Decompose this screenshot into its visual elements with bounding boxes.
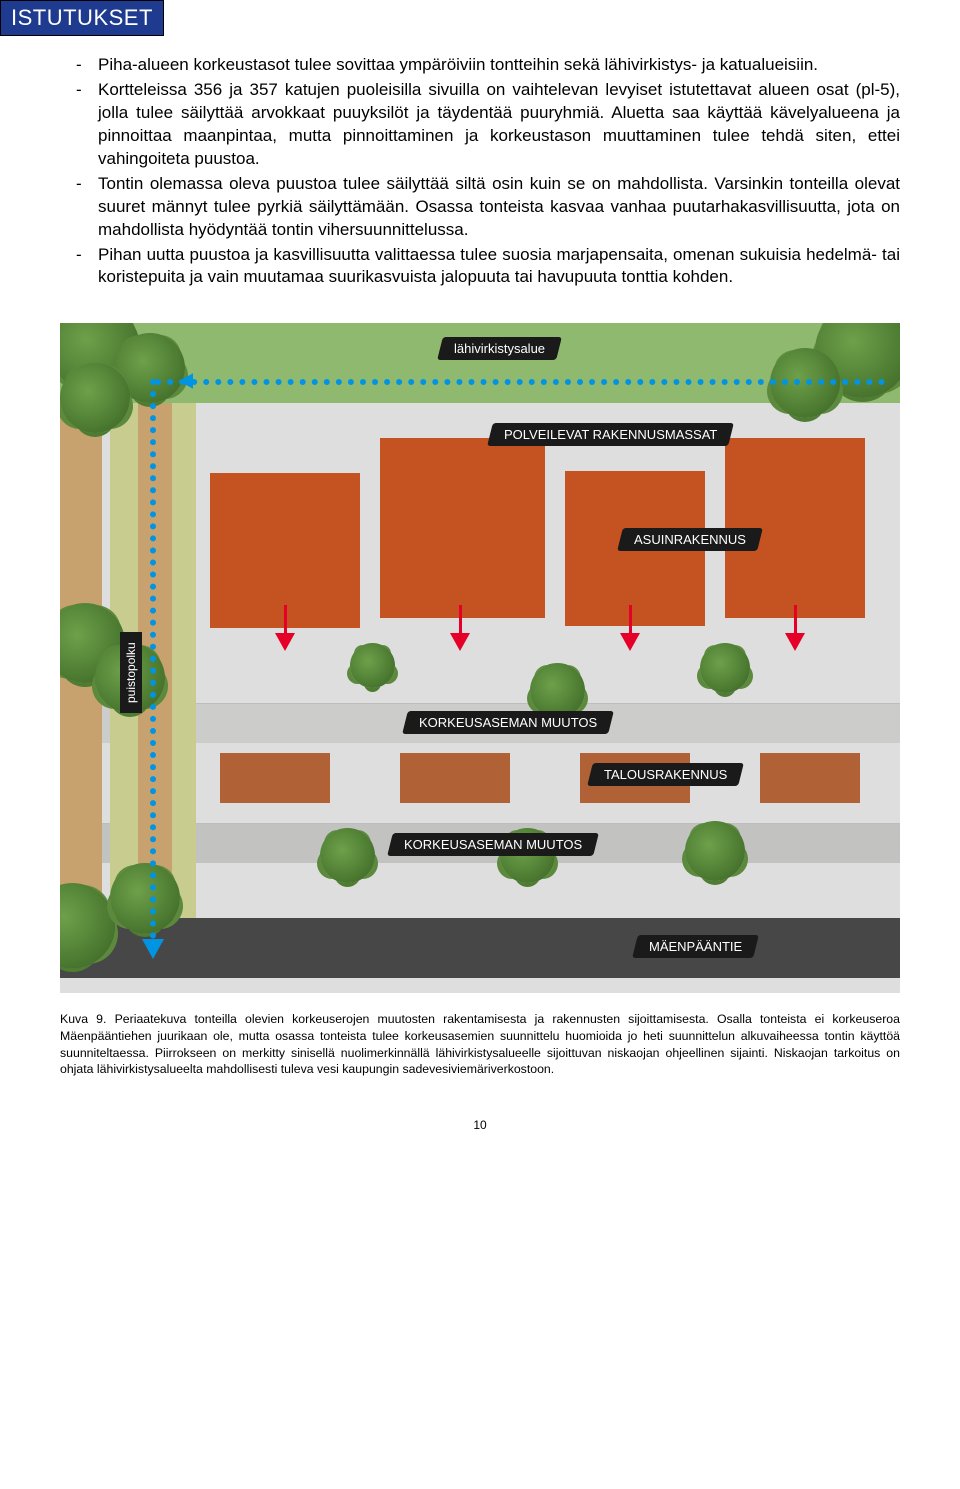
outbuilding [220, 753, 330, 803]
page-number-value: 10 [473, 1118, 486, 1132]
label-text: KORKEUSASEMAN MUUTOS [404, 837, 582, 852]
residential-building [380, 438, 545, 618]
tree-icon [350, 643, 395, 688]
label-text: POLVEILEVAT RAKENNUSMASSAT [504, 427, 717, 442]
label-text: puistopolku [124, 643, 138, 704]
caption-text: Kuva 9. Periaatekuva tonteilla olevien k… [60, 1011, 900, 1077]
label-recreation: lähivirkistysalue [437, 337, 562, 360]
label-text: lähivirkistysalue [454, 341, 545, 356]
drainage-arrow-icon [142, 939, 164, 959]
site-plan-diagram: lähivirkistysalue POLVEILEVAT RAKENNUSMA… [60, 323, 900, 993]
bullet-text: Kortteleissa 356 ja 357 katujen puoleisi… [98, 80, 900, 168]
diagram-container: lähivirkistysalue POLVEILEVAT RAKENNUSMA… [0, 301, 960, 1001]
outbuilding [760, 753, 860, 803]
label-outbuilding: TALOUSRAKENNUS [587, 763, 744, 786]
bullet-text: Tontin olemassa oleva puustoa tulee säil… [98, 174, 900, 239]
label-residential: ASUINRAKENNUS [617, 528, 763, 551]
tree-icon [685, 821, 745, 881]
section-header: ISTUTUKSET [0, 0, 164, 36]
label-massing: POLVEILEVAT RAKENNUSMASSAT [487, 423, 734, 446]
label-text: MÄENPÄÄNTIE [649, 939, 742, 954]
tree-icon [320, 828, 375, 883]
label-text: ASUINRAKENNUS [634, 532, 746, 547]
drainage-arrow-icon [179, 374, 193, 389]
label-parkpath: puistopolku [120, 633, 142, 714]
outbuilding [400, 753, 510, 803]
bullet-item: Tontin olemassa oleva puustoa tulee säil… [70, 173, 900, 242]
bullet-item: Piha-alueen korkeustasot tulee sovittaa … [70, 54, 900, 77]
section-title: ISTUTUKSET [11, 5, 153, 30]
bullet-text: Pihan uutta puustoa ja kasvillisuutta va… [98, 245, 900, 287]
label-road: MÄENPÄÄNTIE [632, 935, 759, 958]
grass-strip [172, 403, 196, 918]
drainage-path [155, 379, 885, 385]
content-block: Piha-alueen korkeustasot tulee sovittaa … [0, 36, 960, 301]
label-elevation-1: KORKEUSASEMAN MUUTOS [402, 711, 614, 734]
tree-icon [60, 363, 130, 433]
bullet-list: Piha-alueen korkeustasot tulee sovittaa … [70, 54, 900, 289]
tree-icon [700, 643, 750, 693]
page-number: 10 [0, 1118, 960, 1132]
label-text: TALOUSRAKENNUS [604, 767, 727, 782]
bullet-item: Pihan uutta puustoa ja kasvillisuutta va… [70, 244, 900, 290]
bullet-text: Piha-alueen korkeustasot tulee sovittaa … [98, 55, 818, 74]
bullet-item: Kortteleissa 356 ja 357 katujen puoleisi… [70, 79, 900, 171]
label-elevation-2: KORKEUSASEMAN MUUTOS [387, 833, 599, 856]
tree-icon [110, 863, 180, 933]
drainage-path [150, 379, 156, 939]
label-text: KORKEUSASEMAN MUUTOS [419, 715, 597, 730]
figure-caption: Kuva 9. Periaatekuva tonteilla olevien k… [0, 1001, 960, 1077]
road [60, 918, 900, 978]
